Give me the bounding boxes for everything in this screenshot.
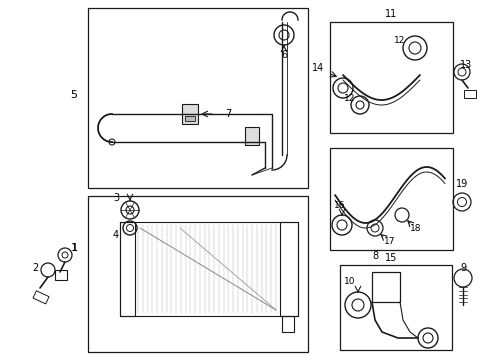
Bar [182, 104, 198, 124]
Bar [185, 116, 195, 121]
Text: 14: 14 [312, 63, 324, 73]
Text: 12: 12 [344, 94, 356, 103]
Text: 6: 6 [281, 50, 287, 60]
Text: 7: 7 [225, 109, 231, 119]
Text: 10: 10 [344, 278, 356, 287]
Text: 16: 16 [334, 201, 346, 210]
Text: 11: 11 [385, 9, 397, 19]
Text: 2: 2 [32, 263, 38, 273]
Bar [245, 127, 259, 145]
Text: 17: 17 [384, 238, 396, 247]
Text: 1: 1 [71, 243, 77, 253]
Text: 15: 15 [385, 253, 397, 263]
Text: 4: 4 [113, 230, 119, 240]
Text: 19: 19 [456, 179, 468, 189]
Bar [33, 291, 49, 304]
Text: 5: 5 [71, 90, 77, 100]
Text: 12: 12 [394, 36, 406, 45]
Bar [372, 272, 400, 302]
Text: 18: 18 [410, 224, 422, 233]
Bar [464, 90, 476, 98]
Text: 8: 8 [372, 251, 378, 261]
Text: 1: 1 [72, 243, 78, 253]
Text: 9: 9 [460, 263, 466, 273]
Bar [55, 270, 67, 280]
Bar [282, 316, 294, 332]
Text: 13: 13 [460, 60, 472, 70]
Text: 3: 3 [113, 193, 119, 203]
